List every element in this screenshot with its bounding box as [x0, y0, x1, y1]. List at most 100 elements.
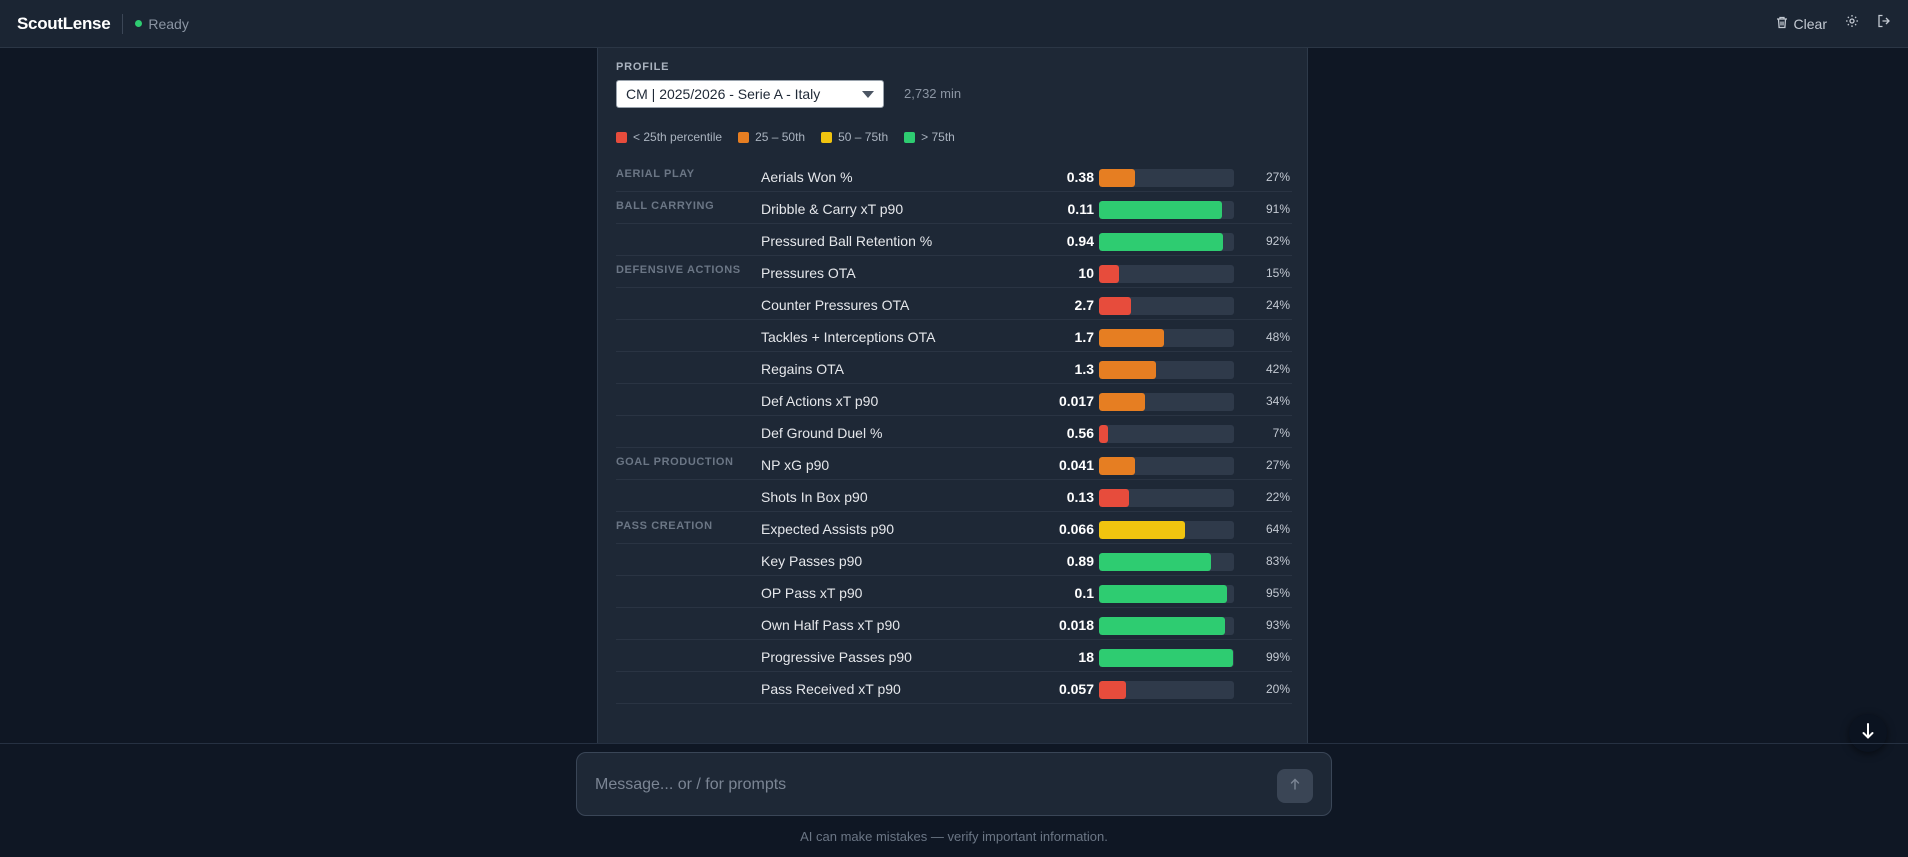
percentile-bar-fill	[1099, 521, 1186, 539]
metric-row: Pass Received xT p90 0.057 20%	[616, 672, 1292, 704]
percentile-label: 91%	[1265, 202, 1290, 216]
metric-name: Pass Received xT p90	[761, 681, 901, 697]
percentile-bar-track	[1099, 521, 1234, 539]
message-input[interactable]	[595, 773, 1235, 797]
metric-value: 0.057	[1058, 681, 1094, 697]
profile-panel: PROFILE CM | 2025/2026 - Serie A - Italy…	[597, 48, 1308, 743]
metric-row: Progressive Passes p90 18 99%	[616, 640, 1292, 672]
metric-name: Expected Assists p90	[761, 521, 895, 537]
legend-item: 25 – 50th	[738, 130, 805, 144]
percentile-bar-fill	[1099, 201, 1222, 219]
percentile-label: 92%	[1265, 234, 1290, 248]
percentile-label: 83%	[1265, 554, 1290, 568]
percentile-label: 27%	[1265, 458, 1290, 472]
send-button[interactable]	[1277, 769, 1313, 803]
metric-value: 0.1	[1074, 585, 1094, 601]
metric-value: 0.041	[1058, 457, 1094, 473]
percentile-bar-fill	[1099, 425, 1109, 443]
metric-name: Shots In Box p90	[761, 489, 868, 505]
metric-name: Own Half Pass xT p90	[761, 617, 901, 633]
legend-swatch	[904, 131, 916, 143]
logout-button[interactable]	[1877, 14, 1891, 33]
metric-row: Pressured Ball Retention % 0.94 92%	[616, 224, 1292, 256]
clear-label: Clear	[1793, 15, 1827, 32]
chevron-down-icon	[862, 91, 874, 98]
percentile-bar-fill	[1099, 393, 1145, 411]
metric-name: Def Actions xT p90	[761, 393, 879, 409]
metric-value: 0.066	[1058, 521, 1094, 537]
status-dot	[135, 20, 143, 27]
footer-divider	[0, 743, 1908, 744]
percentile-bar-track	[1099, 265, 1234, 283]
legend-label: 50 – 75th	[838, 130, 889, 144]
percentile-label: 15%	[1265, 266, 1290, 280]
clear-button[interactable]: Clear	[1776, 16, 1827, 32]
legend-item: < 25th percentile	[616, 130, 722, 144]
status-text: Ready	[148, 15, 189, 32]
brand-divider	[122, 13, 124, 34]
legend-item: > 75th	[904, 130, 955, 144]
metric-name: Progressive Passes p90	[761, 649, 912, 665]
percentile-bar-fill	[1099, 265, 1120, 283]
percentile-label: 20%	[1265, 682, 1290, 696]
metric-row: Own Half Pass xT p90 0.018 93%	[616, 608, 1292, 640]
percentile-label: 64%	[1265, 522, 1290, 536]
percentile-bar-fill	[1099, 649, 1233, 667]
profile-select[interactable]: CM | 2025/2026 - Serie A - Italy	[616, 80, 884, 108]
percentile-bar-track	[1099, 553, 1234, 571]
percentile-label: 24%	[1265, 298, 1290, 312]
metric-name: Tackles + Interceptions OTA	[761, 329, 936, 345]
metric-name: Counter Pressures OTA	[761, 297, 910, 313]
category-label: DEFENSIVE ACTIONS	[616, 264, 741, 276]
metric-row: Def Ground Duel % 0.56 7%	[616, 416, 1292, 448]
metric-name: Pressured Ball Retention %	[761, 233, 933, 249]
settings-button[interactable]	[1845, 14, 1859, 33]
metric-row: Tackles + Interceptions OTA 1.7 48%	[616, 320, 1292, 352]
legend-swatch	[738, 131, 750, 143]
scroll-down-button[interactable]	[1849, 714, 1887, 752]
percentile-label: 7%	[1272, 426, 1290, 440]
percentile-bar-fill	[1099, 617, 1225, 635]
percentile-bar-fill	[1099, 361, 1156, 379]
profile-label: PROFILE	[616, 61, 670, 73]
percentile-bar-track	[1099, 649, 1234, 667]
percentile-bar-track	[1099, 169, 1234, 187]
logout-icon	[1877, 14, 1891, 33]
profile-select-value: CM | 2025/2026 - Serie A - Italy	[626, 86, 821, 102]
percentile-label: 34%	[1265, 394, 1290, 408]
metric-value: 18	[1078, 649, 1094, 665]
metric-name: OP Pass xT p90	[761, 585, 863, 601]
percentile-bar-track	[1099, 425, 1234, 443]
metric-value: 0.38	[1066, 169, 1094, 185]
disclaimer-text: AI can make mistakes — verify important …	[800, 829, 1108, 844]
metric-value: 0.89	[1066, 553, 1094, 569]
metric-value: 0.13	[1066, 489, 1094, 505]
percentile-bar-fill	[1099, 553, 1212, 571]
percentile-bar-fill	[1099, 489, 1129, 507]
minutes-played: 2,732 min	[904, 86, 962, 101]
metric-name: Regains OTA	[761, 361, 844, 377]
metric-name: NP xG p90	[761, 457, 830, 473]
metric-value: 0.017	[1058, 393, 1094, 409]
trash-icon	[1776, 16, 1788, 32]
metric-name: Dribble & Carry xT p90	[761, 201, 904, 217]
arrow-up-icon	[1290, 777, 1300, 795]
percentile-bar-fill	[1099, 585, 1228, 603]
metric-name: Aerials Won %	[761, 169, 853, 185]
legend-label: < 25th percentile	[633, 130, 723, 144]
metric-row: Regains OTA 1.3 42%	[616, 352, 1292, 384]
percentile-bar-track	[1099, 617, 1234, 635]
percentile-label: 93%	[1265, 618, 1290, 632]
category-label: BALL CARRYING	[616, 200, 715, 212]
metric-value: 0.94	[1066, 233, 1094, 249]
percentile-bar-track	[1099, 201, 1234, 219]
percentile-bar-fill	[1099, 297, 1132, 315]
metrics-table: AERIAL PLAY Aerials Won % 0.38 27% BALL CARR…	[616, 168, 1292, 704]
percentile-bar-fill	[1099, 169, 1136, 187]
metric-row: GOAL PRODUCTION NP xG p90 0.041 27%	[616, 448, 1292, 480]
legend-swatch	[821, 131, 833, 143]
message-composer	[576, 752, 1332, 816]
percentile-label: 48%	[1265, 330, 1290, 344]
percentile-bar-track	[1099, 393, 1234, 411]
legend-label: > 75th	[921, 130, 955, 144]
